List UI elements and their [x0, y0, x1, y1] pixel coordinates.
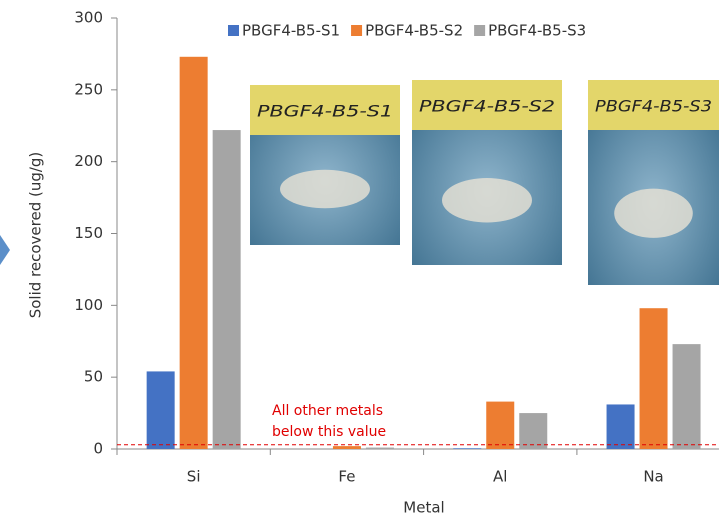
bar [365, 447, 394, 449]
y-tick-label: 250 [74, 80, 103, 98]
legend-label: PBGF4-B5-S2 [365, 22, 463, 40]
x-tick-label: Fe [338, 468, 355, 486]
bar [486, 401, 515, 449]
threshold-label: All other metals [272, 403, 383, 419]
threshold-label: below this value [272, 424, 386, 440]
chevron [0, 235, 10, 265]
y-tick-label: 200 [74, 152, 103, 170]
bar [146, 371, 175, 449]
legend-swatch [351, 25, 363, 36]
photo-sample [280, 169, 370, 209]
photo-sample [442, 178, 532, 223]
bar [606, 404, 635, 449]
bar [332, 446, 361, 449]
bar [179, 56, 208, 449]
photo-label: PBGF4-B5-S3 [595, 97, 712, 116]
x-tick-label: Al [493, 468, 507, 486]
photo-label: PBGF4-B5-S2 [419, 97, 555, 116]
x-tick-label: Na [643, 468, 663, 486]
y-tick-label: 100 [74, 296, 103, 314]
y-tick-label: 50 [84, 368, 103, 386]
y-axis-title: Solid recovered (ug/g) [27, 152, 45, 319]
bar [639, 308, 668, 449]
legend-swatch [228, 25, 239, 36]
photo-tape [588, 80, 719, 130]
bar [212, 130, 241, 449]
y-tick-label: 0 [93, 440, 103, 458]
y-tick-label: 150 [74, 224, 103, 242]
y-tick-label: 300 [74, 9, 103, 27]
legend-label: PBGF4-B5-S1 [242, 22, 340, 40]
bar [672, 344, 701, 449]
photo-tape [250, 85, 400, 135]
bar [453, 448, 482, 449]
photo-sample [614, 188, 693, 238]
x-tick-label: Si [187, 468, 201, 486]
bar [519, 413, 548, 449]
x-axis-title: Metal [403, 499, 444, 517]
photo-tape [412, 80, 562, 130]
photo-label: PBGF4-B5-S1 [257, 102, 393, 121]
legend-label: PBGF4-B5-S3 [488, 22, 586, 40]
legend-swatch [474, 25, 486, 36]
